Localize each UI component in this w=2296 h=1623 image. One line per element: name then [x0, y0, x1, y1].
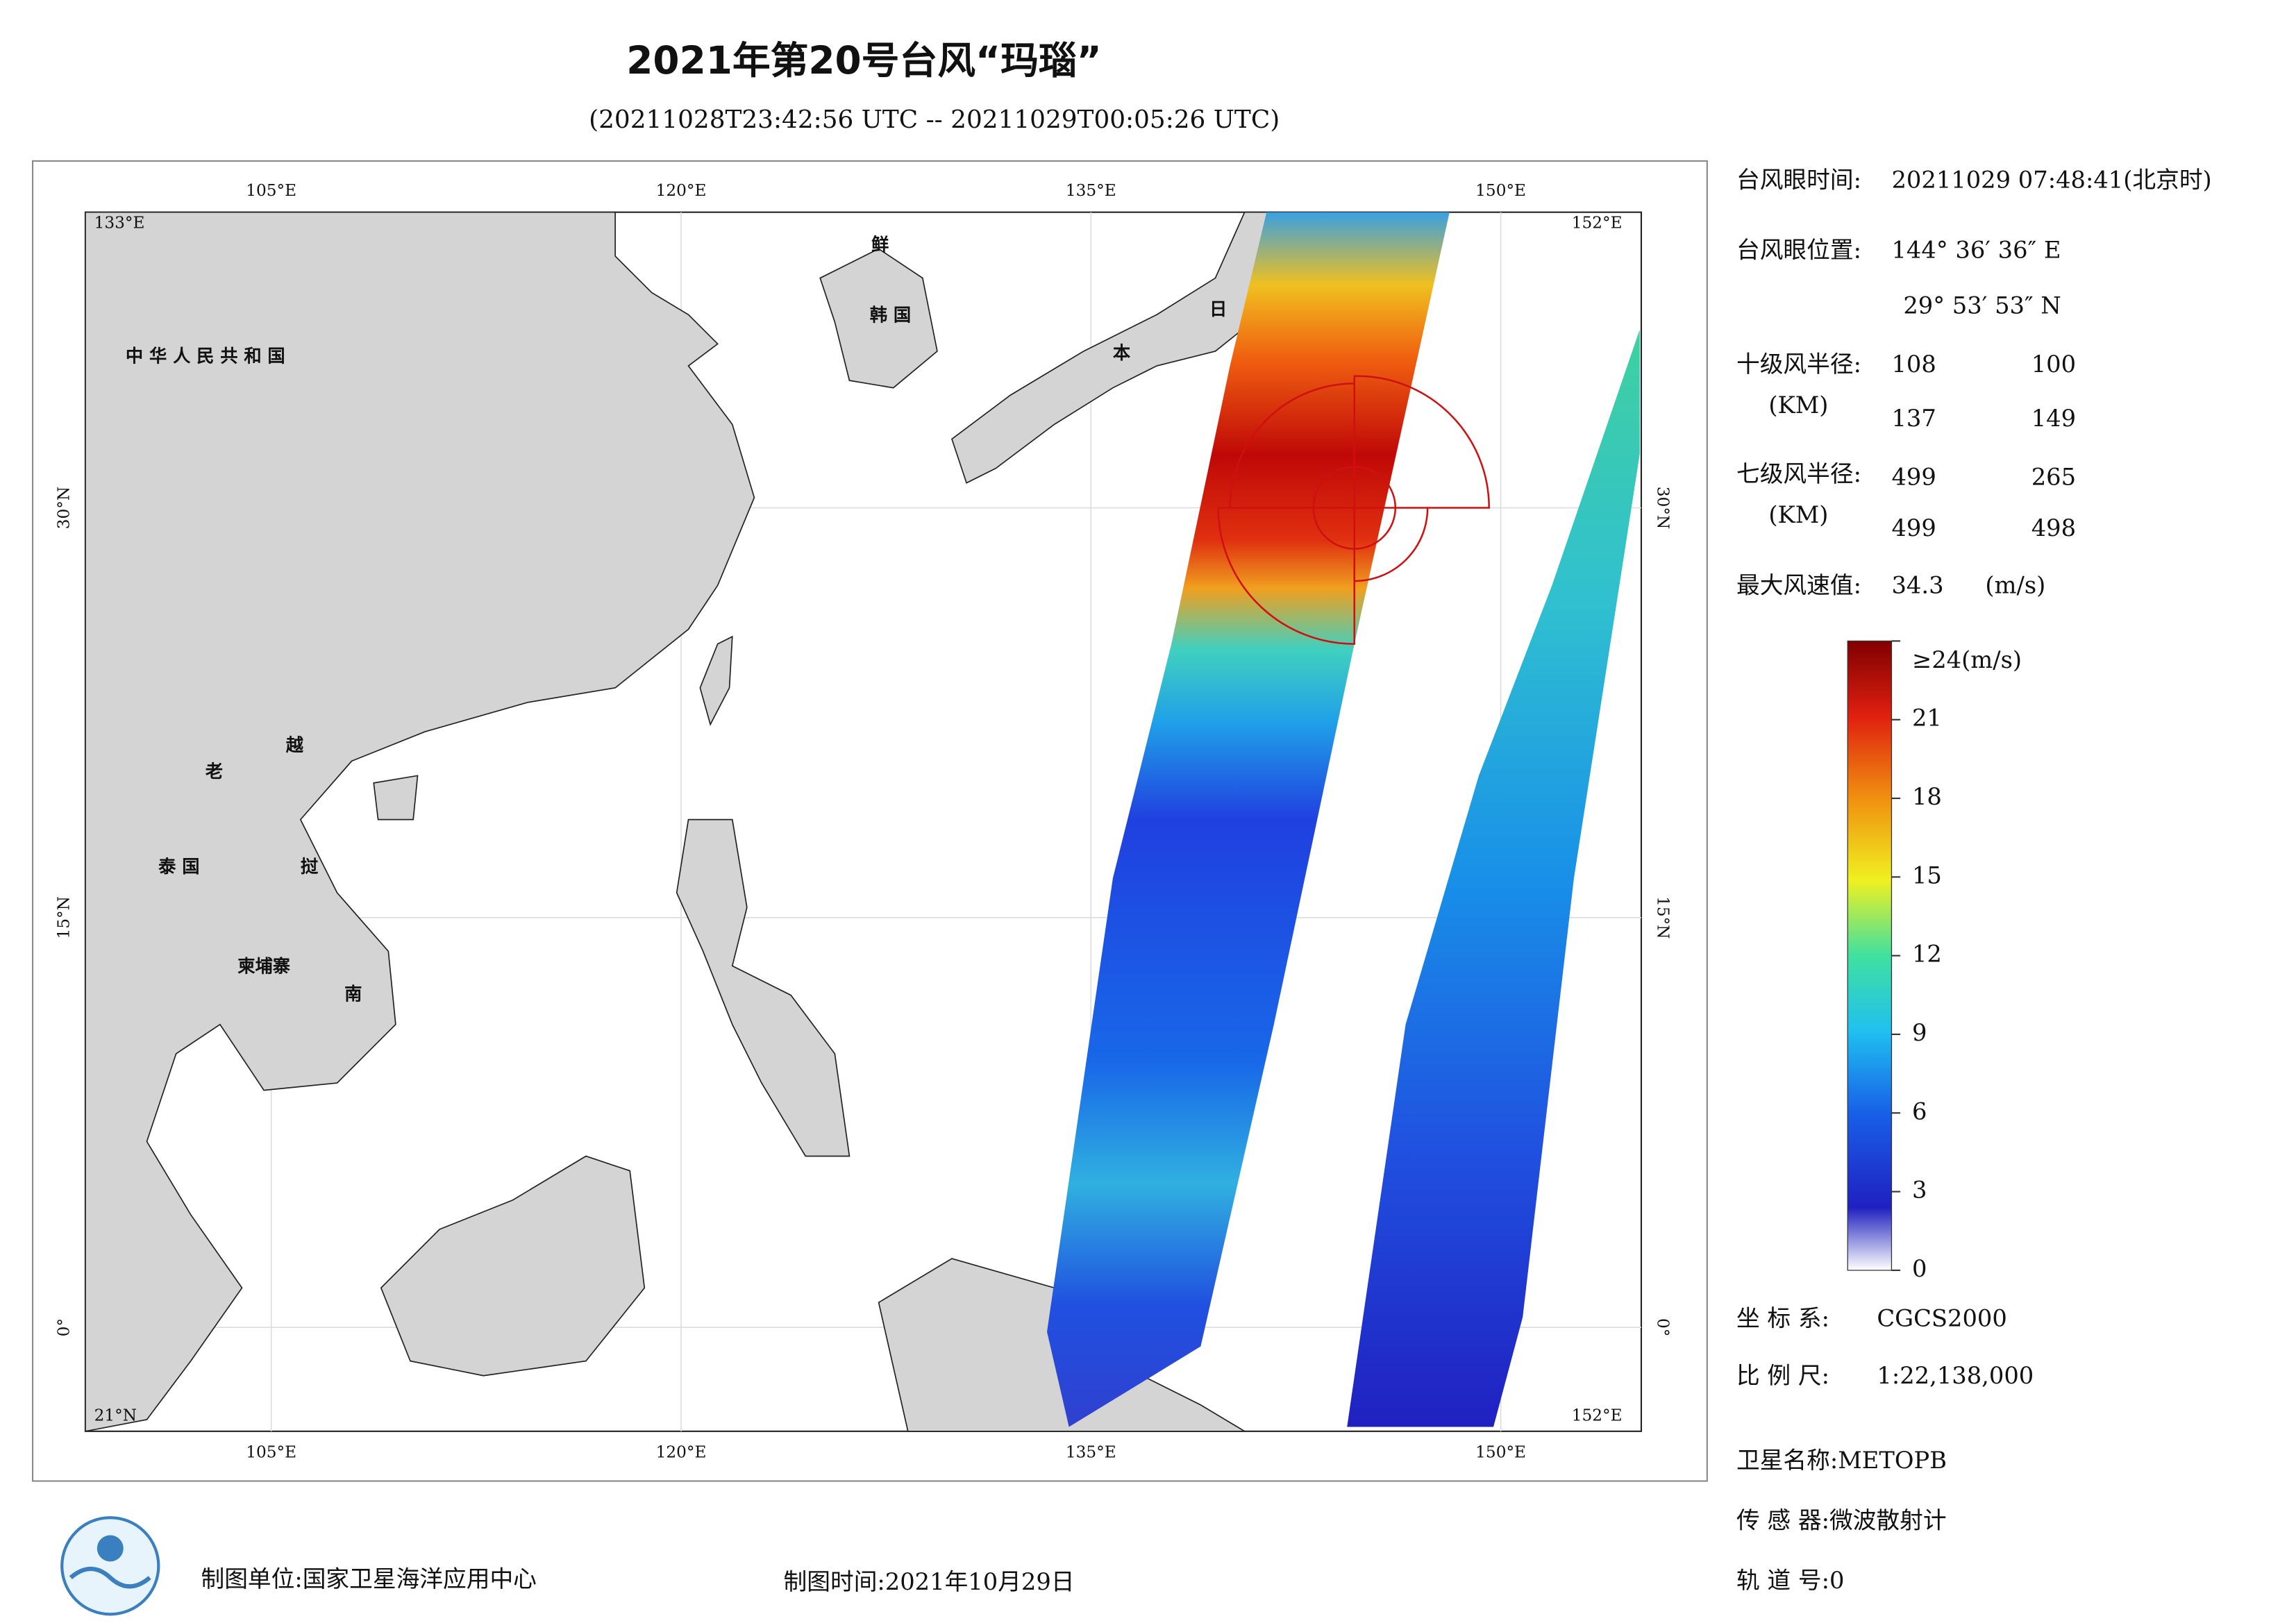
corner-label: 152°E [1572, 214, 1623, 233]
place-label: 本 [1113, 343, 1131, 363]
info-label: (KM) [1768, 501, 1828, 528]
colorbar-label: 0 [1912, 1255, 1927, 1282]
wind-swath [1047, 212, 1450, 1427]
info-unit: (m/s) [1985, 571, 2045, 598]
lat-label: 30°N [1653, 487, 1672, 529]
corner-label: 21°N [94, 1406, 137, 1425]
colorbar-label: 6 [1912, 1098, 1927, 1125]
lon-label: 135°E [1066, 181, 1116, 200]
lat-label: 15°N [54, 896, 73, 939]
place-labels: 中 华 人 民 共 和 国 韩 国 鲜 日 本 老 越 挝 南 泰 国 柬埔寨 [126, 235, 1227, 1004]
info-value: 34.3 [1891, 571, 1943, 598]
place-label: 越 [286, 735, 304, 755]
place-label: 挝 [301, 857, 319, 877]
lon-label: 150°E [1475, 181, 1526, 200]
info-label: 轨 道 号:0 [1736, 1567, 1844, 1594]
wind-radius [1217, 375, 1490, 645]
colorbar [1847, 640, 1893, 1271]
title: 2021年第20号台风“玛瑙” [626, 38, 1101, 83]
info-value: 108 [1891, 351, 1936, 378]
colorbar-label: 21 [1912, 705, 1942, 732]
info-label: 七级风半径: [1736, 460, 1861, 487]
info-value: 498 [2031, 514, 2076, 541]
wind-swath [1347, 329, 1640, 1427]
info-value: 499 [1891, 514, 1936, 541]
place-label: 南 [344, 984, 362, 1004]
info-value: 149 [2031, 405, 2076, 432]
lon-label: 105°E [246, 1443, 296, 1461]
lon-label: 120°E [656, 181, 707, 200]
place-label: 日 [1209, 299, 1227, 319]
place-label: 中 华 人 民 共 和 国 [126, 346, 285, 366]
info-label: 传 感 器:微波散射计 [1736, 1507, 1947, 1534]
place-label: 老 [206, 762, 223, 782]
info-value: 29° 53′ 53″ N [1903, 292, 2061, 319]
info-value: 499 [1891, 463, 1936, 490]
colorbar-label: 15 [1912, 861, 1942, 889]
place-label: 柬埔寨 [237, 957, 291, 977]
lat-label: 0° [1653, 1318, 1672, 1336]
place-label: 泰 国 [158, 857, 199, 877]
lon-label: 120°E [656, 1443, 707, 1461]
footer-unit: 制图单位:国家卫星海洋应用中心 [201, 1565, 536, 1592]
place-label: 鲜 [871, 235, 889, 255]
footer-time: 制图时间:2021年10月29日 [784, 1568, 1075, 1595]
place-label: 韩 国 [870, 305, 911, 325]
storm-eye-radius [1312, 466, 1397, 550]
info-label: 最大风速值: [1736, 571, 1861, 598]
info-label: 比 例 尺: [1736, 1362, 1829, 1389]
colorbar-label: 12 [1912, 941, 1942, 968]
info-value: CGCS2000 [1877, 1305, 2006, 1332]
info-value: 265 [2031, 463, 2076, 490]
info-value: 100 [2031, 351, 2076, 378]
lat-label: 0° [54, 1318, 73, 1336]
lon-labels: 105°E 120°E 135°E 150°E 105°E 120°E 135°… [54, 181, 1672, 1461]
colorbar-label: 9 [1912, 1019, 1927, 1046]
logo [60, 1516, 160, 1616]
subtitle: (20211028T23:42:56 UTC -- 20211029T00:05… [589, 106, 1280, 134]
info-label: (KM) [1768, 392, 1828, 419]
corner-label: 152°E [1572, 1406, 1623, 1425]
colorbar-label: 18 [1912, 783, 1942, 810]
info-label: 卫星名称:METOPB [1736, 1447, 1947, 1474]
lon-label: 105°E [246, 181, 296, 200]
lon-label: 135°E [1066, 1443, 1116, 1461]
map-frame-outer [31, 160, 1708, 1482]
info-value: 137 [1891, 405, 1936, 432]
info-value: 1:22,138,000 [1877, 1362, 2034, 1389]
lat-label: 30°N [54, 487, 73, 529]
colorbar-label: 3 [1912, 1177, 1927, 1204]
land [85, 211, 1275, 1432]
info-panel: 台风眼时间: 20211029 07:48:41(北京时) 台风眼位置: 144… [1736, 166, 2212, 1594]
colorbar-label: ≥24(m/s) [1912, 646, 2022, 673]
info-label: 坐 标 系: [1736, 1305, 1829, 1332]
corner-label: 133°E [94, 214, 145, 233]
lat-label: 15°N [1653, 896, 1672, 939]
info-label: 台风眼时间: [1736, 166, 1861, 193]
lon-label: 150°E [1475, 1443, 1526, 1461]
info-label: 十级风半径: [1736, 351, 1861, 378]
info-label: 台风眼位置: [1736, 237, 1861, 264]
info-value: 20211029 07:48:41(北京时) [1891, 166, 2211, 193]
info-value: 144° 36′ 36″ E [1891, 237, 2061, 264]
